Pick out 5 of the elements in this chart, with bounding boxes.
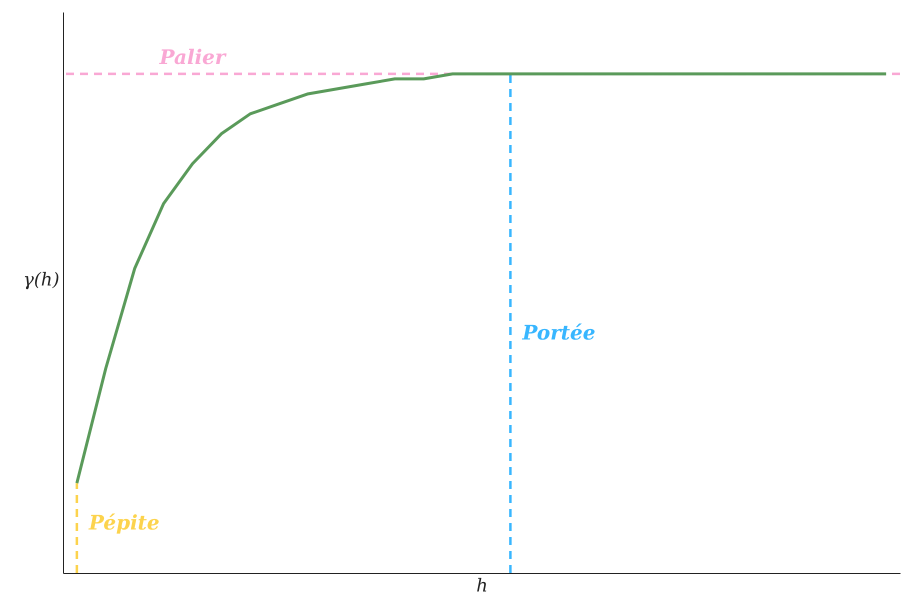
x-axis-title: h [476,576,488,596]
annotation: Portée [521,320,596,344]
ref-line-label: Palier [158,44,227,69]
y-axis-title: γ(h) [23,270,60,290]
annotation: Pépite [88,510,160,535]
